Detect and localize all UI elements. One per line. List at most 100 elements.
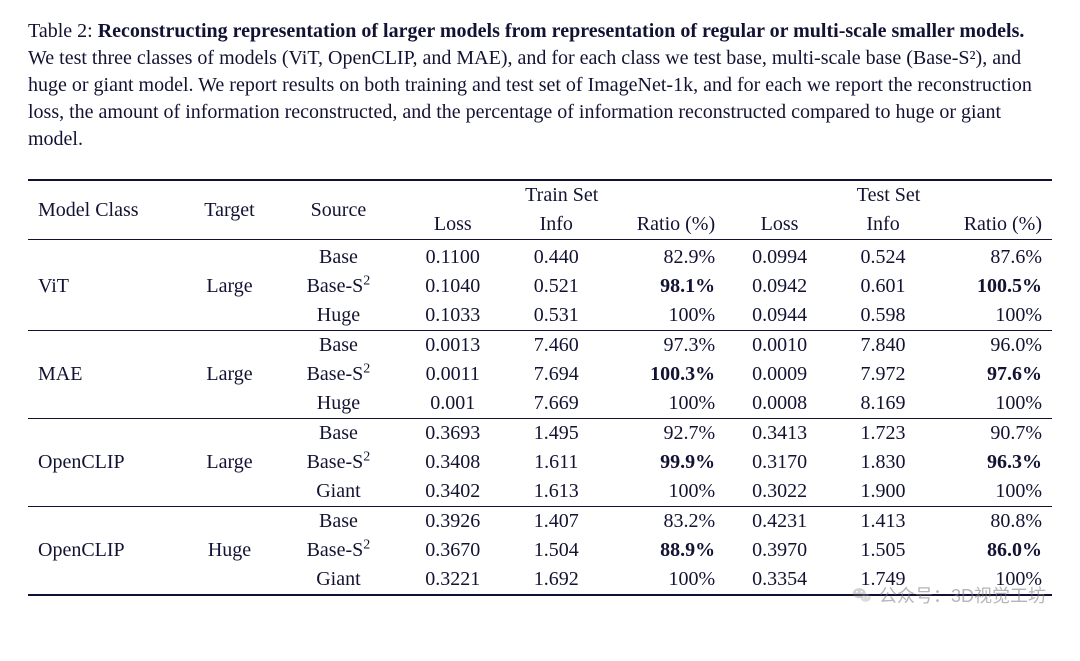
cell-value: 1.407 (507, 507, 605, 537)
cell-empty (181, 389, 279, 419)
cell-value: 99.9% (605, 448, 725, 477)
table-row: Base0.36931.49592.7%0.34131.72390.7% (28, 419, 1052, 449)
cell-source: Huge (279, 301, 399, 331)
cell-value: 0.3926 (398, 507, 507, 537)
table-row: Huge0.0017.669100%0.00088.169100% (28, 389, 1052, 419)
cell-value: 100% (605, 389, 725, 419)
cell-value: 0.0008 (725, 389, 834, 419)
results-table: Model Class Target Source Train Set Test… (28, 179, 1052, 596)
cell-value: 7.460 (507, 331, 605, 361)
cell-model-class: OpenCLIP (28, 536, 181, 565)
col-test-ratio: Ratio (%) (932, 210, 1052, 240)
cell-empty (28, 389, 181, 419)
table-body: Base0.11000.44082.9%0.09940.52487.6%ViTL… (28, 240, 1052, 596)
cell-source: Base (279, 507, 399, 537)
cell-value: 100% (605, 301, 725, 331)
cell-value: 7.669 (507, 389, 605, 419)
cell-value: 0.3354 (725, 565, 834, 595)
table-row: OpenCLIPLargeBase-S20.34081.61199.9%0.31… (28, 448, 1052, 477)
cell-value: 0.521 (507, 272, 605, 301)
cell-model-class: OpenCLIP (28, 448, 181, 477)
cell-value: 82.9% (605, 243, 725, 272)
cell-empty (181, 331, 279, 361)
cell-value: 0.3022 (725, 477, 834, 507)
cell-empty (28, 301, 181, 331)
cell-value: 92.7% (605, 419, 725, 449)
cell-value: 0.1040 (398, 272, 507, 301)
cell-source: Base (279, 243, 399, 272)
cell-target: Large (181, 448, 279, 477)
col-train-set: Train Set (398, 180, 725, 210)
cell-value: 1.504 (507, 536, 605, 565)
col-source: Source (279, 180, 399, 240)
cell-value: 100% (932, 477, 1052, 507)
cell-empty (28, 419, 181, 449)
cell-value: 1.900 (834, 477, 932, 507)
cell-source: Huge (279, 389, 399, 419)
cell-source: Base-S2 (279, 360, 399, 389)
cell-value: 0.531 (507, 301, 605, 331)
cell-empty (28, 507, 181, 537)
cell-value: 1.611 (507, 448, 605, 477)
table-row: Huge0.10330.531100%0.09440.598100% (28, 301, 1052, 331)
col-target: Target (181, 180, 279, 240)
cell-source: Giant (279, 565, 399, 595)
cell-value: 87.6% (932, 243, 1052, 272)
cell-value: 100.3% (605, 360, 725, 389)
cell-value: 98.1% (605, 272, 725, 301)
col-train-info: Info (507, 210, 605, 240)
table-row: Base0.00137.46097.3%0.00107.84096.0% (28, 331, 1052, 361)
cell-value: 0.3693 (398, 419, 507, 449)
cell-value: 0.3221 (398, 565, 507, 595)
cell-source: Base-S2 (279, 272, 399, 301)
col-test-loss: Loss (725, 210, 834, 240)
cell-value: 0.3970 (725, 536, 834, 565)
cell-source: Base-S2 (279, 536, 399, 565)
caption-label: Table 2: (28, 20, 93, 42)
col-model-class: Model Class (28, 180, 181, 240)
table-row: Base0.11000.44082.9%0.09940.52487.6% (28, 243, 1052, 272)
cell-value: 7.840 (834, 331, 932, 361)
cell-empty (181, 565, 279, 595)
cell-value: 0.0994 (725, 243, 834, 272)
cell-value: 100.5% (932, 272, 1052, 301)
table-row: MAELargeBase-S20.00117.694100.3%0.00097.… (28, 360, 1052, 389)
cell-value: 97.3% (605, 331, 725, 361)
cell-empty (181, 243, 279, 272)
cell-value: 88.9% (605, 536, 725, 565)
cell-empty (28, 331, 181, 361)
cell-target: Large (181, 360, 279, 389)
cell-value: 1.495 (507, 419, 605, 449)
cell-value: 96.3% (932, 448, 1052, 477)
cell-value: 0.4231 (725, 507, 834, 537)
cell-value: 7.972 (834, 360, 932, 389)
cell-empty (28, 477, 181, 507)
cell-value: 97.6% (932, 360, 1052, 389)
cell-value: 1.613 (507, 477, 605, 507)
cell-value: 0.601 (834, 272, 932, 301)
cell-value: 0.0011 (398, 360, 507, 389)
cell-value: 0.3413 (725, 419, 834, 449)
cell-value: 0.3170 (725, 448, 834, 477)
cell-value: 0.1100 (398, 243, 507, 272)
col-test-info: Info (834, 210, 932, 240)
cell-value: 8.169 (834, 389, 932, 419)
cell-value: 96.0% (932, 331, 1052, 361)
cell-value: 7.694 (507, 360, 605, 389)
cell-empty (28, 565, 181, 595)
cell-value: 0.0009 (725, 360, 834, 389)
table-caption: Table 2: Reconstructing representation o… (28, 18, 1052, 153)
cell-model-class: ViT (28, 272, 181, 301)
cell-empty (181, 419, 279, 449)
cell-value: 100% (605, 477, 725, 507)
cell-value: 90.7% (932, 419, 1052, 449)
col-train-ratio: Ratio (%) (605, 210, 725, 240)
table-row: Giant0.32211.692100%0.33541.749100% (28, 565, 1052, 595)
cell-empty (28, 243, 181, 272)
cell-source: Base (279, 419, 399, 449)
cell-source: Giant (279, 477, 399, 507)
cell-value: 0.440 (507, 243, 605, 272)
cell-value: 1.692 (507, 565, 605, 595)
cell-value: 1.723 (834, 419, 932, 449)
cell-target: Large (181, 272, 279, 301)
